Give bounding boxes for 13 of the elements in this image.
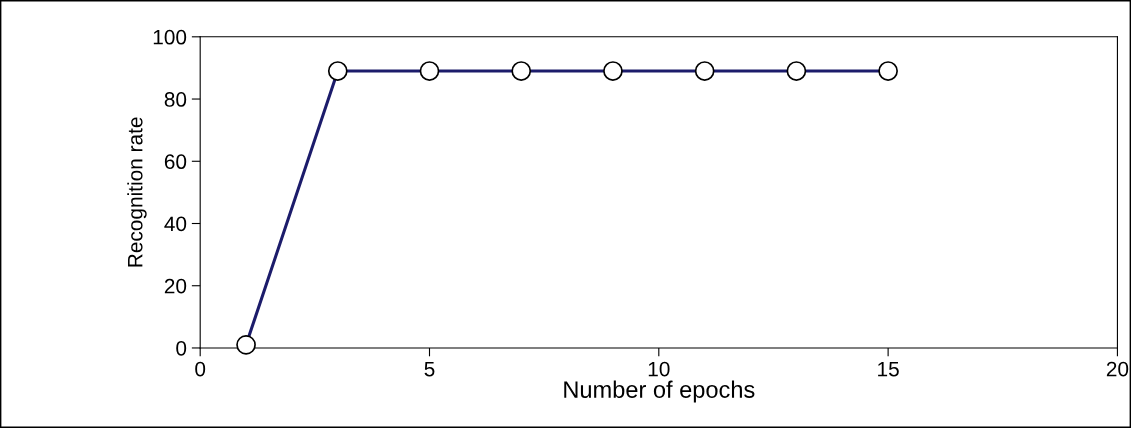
y-tick-label: 100 [153, 29, 187, 45]
x-tick-label: 20 [1106, 361, 1129, 377]
y-tick-label: 20 [164, 278, 187, 294]
x-tick-label: 0 [195, 361, 206, 377]
x-tick-label: 15 [878, 361, 899, 377]
x-tick-label: 5 [424, 361, 435, 377]
y-tick-label: 60 [164, 154, 187, 170]
x-axis-title: Number of epochs [564, 380, 755, 403]
y-axis-title: Recognition rate [127, 117, 147, 267]
y-tick-label: 80 [164, 92, 187, 107]
y-tick-label: 0 [176, 340, 187, 356]
x-tick-label: 10 [648, 361, 670, 377]
y-tick-label: 40 [164, 216, 187, 232]
